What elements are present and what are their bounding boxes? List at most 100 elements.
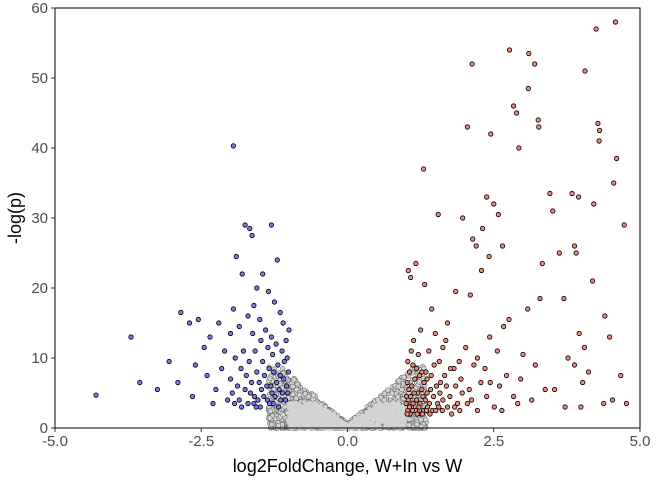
downregulated-point xyxy=(267,400,273,407)
downregulated-point xyxy=(175,379,181,386)
upregulated-point xyxy=(561,295,567,302)
non-significant-point xyxy=(401,374,407,380)
upregulated-point xyxy=(424,390,430,396)
downregulated-point xyxy=(239,404,245,410)
upregulated-point xyxy=(496,383,503,389)
non-significant-point xyxy=(387,411,393,417)
non-significant-point xyxy=(305,411,311,417)
non-significant-point xyxy=(389,390,395,396)
downregulated-point xyxy=(266,365,272,372)
downregulated-point xyxy=(285,390,291,396)
upregulated-point xyxy=(550,208,556,214)
non-significant-point xyxy=(314,403,320,409)
y-tick-label: 40 xyxy=(31,140,48,157)
downregulated-point xyxy=(260,358,266,365)
non-significant-point xyxy=(399,411,405,417)
axes: -5.0 -2.5 0.0 2.5 5.0 0 10 20 30 40 50 60 xyxy=(31,0,650,450)
upregulated-point xyxy=(542,386,548,393)
downregulated-point xyxy=(230,143,236,149)
non-significant-point xyxy=(293,395,299,401)
upregulated-point xyxy=(416,404,422,410)
downregulated-point xyxy=(195,316,201,323)
downregulated-point xyxy=(216,320,222,326)
downregulated-point xyxy=(260,271,266,277)
upregulated-point xyxy=(593,26,599,32)
non-significant-point xyxy=(310,392,317,398)
upregulated-point xyxy=(474,407,480,414)
upregulated-point xyxy=(423,407,430,414)
upregulated-point xyxy=(410,337,417,344)
downregulated-point xyxy=(247,390,253,396)
upregulated-point xyxy=(419,369,425,375)
y-tick-label: 10 xyxy=(31,350,48,367)
non-significant-point xyxy=(377,401,383,407)
non-significant-point xyxy=(385,387,391,393)
downregulated-point xyxy=(276,386,282,393)
downregulated-point xyxy=(247,225,253,232)
downregulated-point xyxy=(264,397,270,403)
upregulated-point xyxy=(419,386,425,393)
non-significant-point xyxy=(395,384,401,390)
upregulated-point xyxy=(441,372,448,379)
upregulated-point xyxy=(428,372,434,379)
upregulated-point xyxy=(547,190,553,197)
non-significant-point xyxy=(309,401,315,407)
non-significant-point xyxy=(387,418,393,424)
upregulated-point xyxy=(536,124,542,130)
non-significant-point xyxy=(378,414,384,420)
non-significant-point xyxy=(396,378,402,384)
non-significant-point xyxy=(395,394,401,400)
upregulated-point xyxy=(463,344,469,351)
upregulated-point xyxy=(525,306,531,312)
upregulated-point xyxy=(453,383,459,389)
downregulated-point xyxy=(232,355,238,361)
non-significant-point xyxy=(331,415,337,421)
upregulated-point xyxy=(518,376,524,382)
downregulated-point xyxy=(273,341,279,347)
downregulated-point xyxy=(137,379,143,386)
downregulated-point xyxy=(222,348,228,354)
upregulated-point xyxy=(591,201,597,207)
upregulated-point xyxy=(562,404,568,410)
downregulated-point xyxy=(236,323,242,330)
upregulated-point xyxy=(422,281,428,288)
downregulated-point xyxy=(236,397,242,403)
downregulated-point xyxy=(281,376,287,382)
downregulated-point xyxy=(213,386,219,393)
upregulated-point xyxy=(447,393,453,400)
upregulated-point xyxy=(440,397,446,403)
non-significant-point xyxy=(290,391,296,397)
downregulated-point xyxy=(249,379,255,386)
non-significant-point xyxy=(423,416,429,423)
upregulated-point xyxy=(506,316,512,323)
upregulated-point xyxy=(406,386,412,393)
upregulated-point xyxy=(573,250,579,256)
upregulated-point xyxy=(453,288,459,295)
downregulated-point xyxy=(166,358,172,365)
non-significant-point xyxy=(300,412,307,418)
upregulated-point xyxy=(478,267,485,274)
downregulated-point xyxy=(284,355,290,361)
upregulated-point xyxy=(556,250,562,256)
upregulated-point xyxy=(469,61,475,67)
upregulated-point xyxy=(413,260,419,267)
downregulated-point xyxy=(272,393,278,400)
upregulated-point xyxy=(596,138,602,144)
downregulated-point xyxy=(284,383,290,389)
non-significant-point xyxy=(302,417,309,423)
upregulated-point xyxy=(580,379,586,386)
non-significant-point xyxy=(275,422,282,429)
upregulated-point xyxy=(454,400,461,407)
non-significant-point xyxy=(326,411,333,417)
upregulated-point xyxy=(532,362,538,368)
upregulated-point xyxy=(516,145,522,151)
non-significant-point xyxy=(287,405,293,411)
non-significant-point xyxy=(391,414,397,420)
downregulated-point xyxy=(249,232,255,239)
upregulated-point xyxy=(612,19,619,25)
upregulated-point xyxy=(525,85,531,92)
upregulated-point xyxy=(414,411,420,417)
upregulated-point xyxy=(417,327,424,333)
upregulated-point xyxy=(431,362,437,368)
upregulated-point xyxy=(456,358,462,365)
